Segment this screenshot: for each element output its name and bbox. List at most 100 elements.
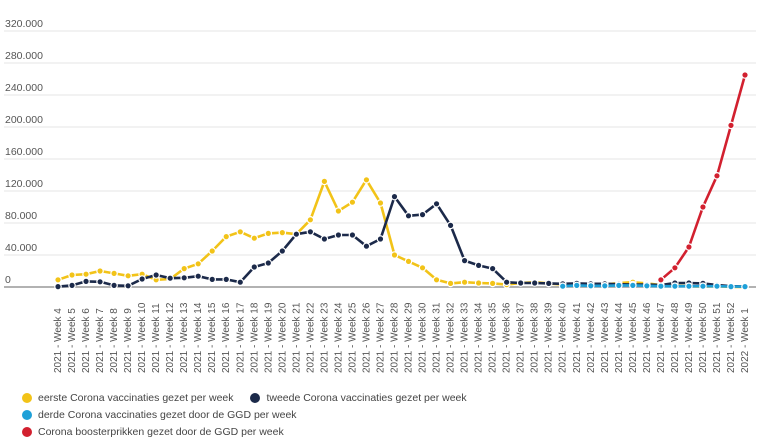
data-point[interactable]: [236, 278, 245, 287]
data-point[interactable]: [657, 275, 665, 284]
data-point[interactable]: [82, 277, 90, 286]
data-point[interactable]: [180, 264, 188, 273]
data-point[interactable]: [250, 263, 259, 271]
data-point[interactable]: [236, 228, 245, 236]
data-point[interactable]: [685, 282, 693, 291]
data-point[interactable]: [586, 281, 595, 290]
data-point[interactable]: [306, 228, 315, 236]
x-tick-label: 2021 - Week 39: [544, 302, 555, 373]
data-point[interactable]: [671, 282, 679, 291]
data-point[interactable]: [110, 269, 118, 278]
x-tick-label: 2021 - Week 21: [291, 302, 302, 373]
data-point[interactable]: [629, 281, 637, 290]
data-point[interactable]: [432, 200, 441, 208]
data-point[interactable]: [334, 207, 343, 215]
data-point[interactable]: [418, 263, 427, 272]
data-point[interactable]: [264, 229, 273, 238]
data-point[interactable]: [572, 281, 581, 290]
data-point[interactable]: [446, 279, 455, 288]
data-point[interactable]: [699, 282, 707, 291]
series-line: [660, 74, 747, 281]
data-point[interactable]: [376, 235, 385, 243]
data-point[interactable]: [713, 282, 721, 291]
data-point[interactable]: [474, 279, 483, 287]
data-point[interactable]: [124, 281, 132, 290]
data-point[interactable]: [713, 172, 721, 180]
data-point[interactable]: [54, 275, 62, 284]
data-point[interactable]: [292, 230, 301, 239]
data-point[interactable]: [222, 232, 231, 241]
data-point[interactable]: [741, 282, 749, 291]
data-point[interactable]: [362, 242, 371, 251]
data-point[interactable]: [222, 275, 231, 284]
data-point[interactable]: [208, 275, 217, 284]
data-point[interactable]: [138, 275, 146, 283]
data-point[interactable]: [306, 216, 315, 224]
data-point[interactable]: [278, 247, 287, 255]
data-point[interactable]: [54, 282, 62, 291]
x-tick-label: 2022 - Week 1: [740, 308, 751, 373]
data-point[interactable]: [460, 278, 469, 287]
data-point[interactable]: [657, 282, 665, 291]
data-point[interactable]: [502, 278, 511, 287]
data-point[interactable]: [643, 281, 651, 290]
data-point[interactable]: [110, 281, 118, 290]
data-point[interactable]: [82, 270, 90, 279]
series-line: [57, 178, 745, 289]
data-point[interactable]: [264, 259, 273, 267]
data-point[interactable]: [68, 281, 76, 290]
data-point[interactable]: [460, 256, 469, 265]
data-point[interactable]: [334, 231, 343, 239]
data-point[interactable]: [348, 231, 357, 239]
data-point[interactable]: [278, 228, 287, 237]
data-point[interactable]: [727, 121, 735, 130]
legend-item-derde[interactable]: derde Corona vaccinaties gezet door de G…: [22, 406, 297, 423]
data-point[interactable]: [124, 271, 132, 280]
data-point[interactable]: [699, 203, 707, 211]
data-point[interactable]: [671, 263, 679, 272]
data-point[interactable]: [404, 257, 413, 266]
data-point[interactable]: [68, 271, 76, 279]
data-point[interactable]: [600, 281, 609, 290]
data-point[interactable]: [390, 251, 399, 259]
legend-label: derde Corona vaccinaties gezet door de G…: [38, 408, 297, 421]
data-point[interactable]: [474, 261, 483, 270]
data-point[interactable]: [530, 279, 539, 287]
y-tick-label: 160.000: [5, 146, 43, 158]
data-point[interactable]: [516, 279, 525, 287]
data-point[interactable]: [390, 192, 399, 201]
data-point[interactable]: [96, 267, 104, 275]
data-point[interactable]: [741, 71, 749, 79]
data-point[interactable]: [320, 177, 329, 186]
data-point[interactable]: [432, 275, 441, 284]
data-point[interactable]: [376, 199, 385, 207]
data-point[interactable]: [544, 279, 553, 288]
data-point[interactable]: [208, 247, 217, 255]
data-point[interactable]: [250, 234, 259, 243]
legend-item-tweede[interactable]: tweede Corona vaccinaties gezet per week: [250, 389, 467, 406]
data-point[interactable]: [362, 176, 371, 184]
data-point[interactable]: [488, 264, 497, 273]
data-point[interactable]: [446, 221, 455, 230]
data-point[interactable]: [194, 259, 203, 268]
data-point[interactable]: [404, 212, 413, 220]
data-point[interactable]: [615, 281, 623, 290]
data-point[interactable]: [320, 235, 329, 243]
data-point[interactable]: [152, 271, 160, 279]
x-tick-label: 2021 - Week 31: [432, 302, 443, 373]
data-point[interactable]: [685, 243, 693, 251]
data-point[interactable]: [96, 277, 104, 286]
data-point[interactable]: [418, 210, 427, 219]
x-tick-label: 2021 - Week 13: [179, 302, 190, 373]
data-point[interactable]: [558, 282, 567, 291]
data-point[interactable]: [194, 272, 203, 281]
data-point[interactable]: [727, 282, 735, 291]
data-point[interactable]: [348, 198, 357, 207]
data-point[interactable]: [488, 279, 497, 288]
x-tick-label: 2021 - Week 35: [488, 302, 499, 373]
x-tick-label: 2021 - Week 28: [389, 302, 400, 373]
data-point[interactable]: [166, 274, 174, 283]
data-point[interactable]: [180, 273, 188, 282]
x-tick-label: 2021 - Week 47: [656, 302, 667, 373]
legend-item-eerste[interactable]: eerste Corona vaccinaties gezet per week: [22, 389, 234, 406]
